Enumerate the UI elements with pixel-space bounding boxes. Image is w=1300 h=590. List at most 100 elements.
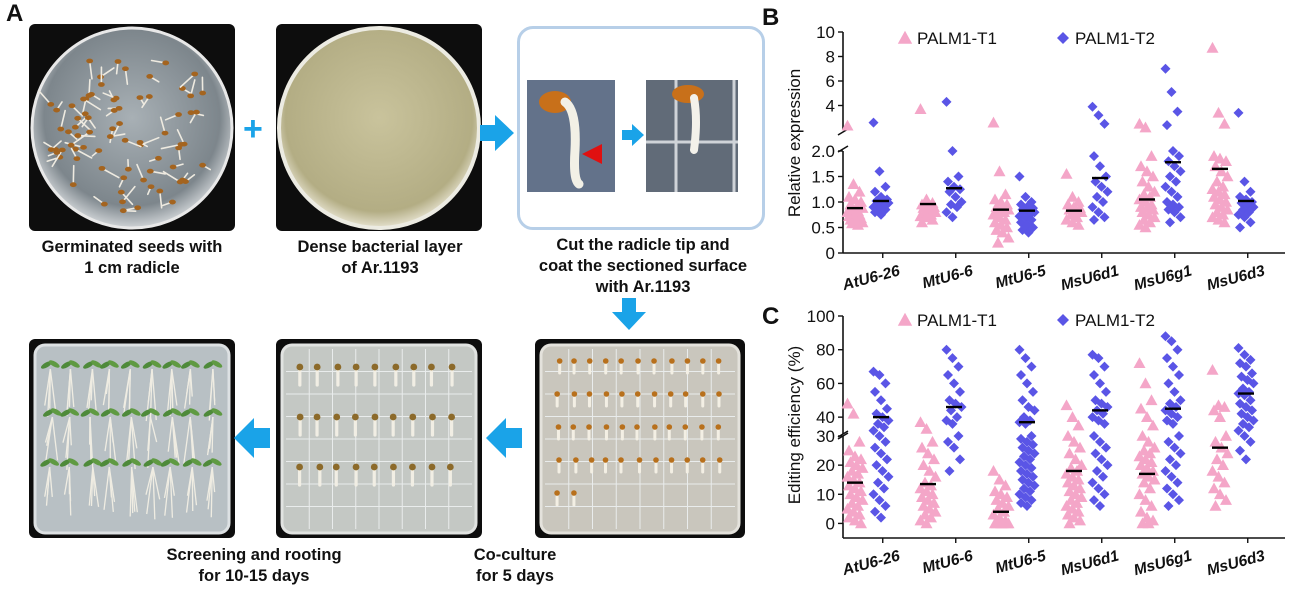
root-mark	[130, 416, 138, 449]
explant-head	[446, 463, 454, 471]
leaf-mark	[100, 361, 111, 369]
seed-mark	[110, 108, 118, 113]
data-point	[879, 422, 889, 433]
data-point	[876, 209, 886, 220]
data-point	[1014, 344, 1025, 355]
data-point	[847, 178, 860, 189]
data-point	[852, 205, 864, 216]
data-point	[1242, 375, 1253, 386]
data-point	[995, 196, 1007, 207]
data-point	[989, 485, 1001, 497]
explant-head	[653, 457, 659, 463]
data-point	[873, 477, 883, 488]
seed-mark	[74, 115, 82, 121]
data-point	[849, 193, 861, 205]
leaf-mark	[189, 360, 200, 368]
data-point	[1142, 517, 1155, 529]
leaf-mark	[150, 360, 162, 368]
data-point	[1171, 176, 1181, 187]
data-point	[1026, 463, 1037, 474]
data-point	[920, 517, 933, 529]
data-point	[1099, 418, 1110, 429]
seed-mark	[116, 121, 123, 126]
data-point	[1029, 480, 1040, 491]
seed-mark	[145, 94, 153, 99]
data-point	[843, 479, 855, 491]
data-point	[1065, 208, 1077, 220]
data-point	[1241, 361, 1251, 372]
red-marker-arrow	[582, 144, 602, 164]
explant-head	[334, 363, 342, 371]
data-point	[1135, 160, 1147, 172]
data-point	[914, 482, 927, 494]
radicle-mark	[51, 149, 64, 168]
seed-mark	[140, 177, 147, 183]
radicle-mark	[179, 73, 196, 88]
data-point	[1060, 499, 1073, 511]
leaf-mark	[91, 360, 102, 368]
seed-mark	[47, 101, 55, 107]
data-point	[926, 435, 939, 447]
root-mark	[186, 368, 192, 395]
data-point	[1147, 203, 1159, 215]
radicle-mark	[189, 79, 196, 97]
leaf-mark	[170, 408, 182, 416]
seed-mark	[134, 205, 142, 211]
data-point	[1069, 453, 1082, 465]
data-point	[949, 442, 959, 453]
data-point	[1089, 431, 1099, 441]
data-point	[1145, 150, 1158, 161]
data-point	[919, 207, 931, 219]
x-tick-label: MtU6-6	[920, 547, 975, 577]
y-tick-label: 10	[816, 485, 835, 504]
data-point	[846, 464, 858, 476]
seed-mark	[53, 107, 61, 113]
y-axis-label: Relative expression	[785, 69, 804, 217]
data-point	[1175, 166, 1186, 177]
seed-mark	[191, 71, 199, 77]
data-point	[955, 184, 965, 195]
data-point	[989, 517, 1001, 529]
data-point	[1022, 378, 1032, 389]
data-point	[1168, 146, 1178, 156]
data-point	[883, 471, 894, 482]
data-point	[871, 408, 882, 419]
data-point	[1215, 441, 1228, 453]
data-point	[926, 488, 939, 500]
explant-head	[448, 413, 455, 421]
data-point	[1239, 176, 1250, 187]
data-point	[987, 116, 1000, 128]
root-mark	[103, 466, 110, 510]
data-point	[922, 494, 934, 505]
explant-head	[313, 413, 321, 421]
data-point	[1209, 160, 1222, 172]
leaf-mark	[122, 459, 133, 467]
seed-mark	[73, 156, 81, 162]
coculture-plate	[280, 343, 478, 535]
radicle-mark	[59, 109, 66, 130]
seed-mark	[71, 146, 79, 152]
data-point	[1169, 207, 1180, 218]
data-point	[870, 186, 880, 197]
x-tick-label: MsU6g1	[1132, 547, 1194, 579]
radicle-mark	[74, 148, 93, 159]
root-mark	[65, 416, 71, 458]
explant-head	[684, 457, 691, 463]
data-point	[992, 236, 1004, 248]
root-mark	[68, 368, 72, 407]
data-point	[1247, 368, 1257, 379]
explant-head	[716, 457, 723, 463]
data-point	[990, 494, 1003, 505]
data-point	[1139, 196, 1152, 207]
data-point	[998, 505, 1010, 517]
data-point	[1072, 473, 1085, 485]
data-point	[1174, 202, 1184, 213]
data-point	[1220, 430, 1232, 441]
data-point	[920, 211, 933, 223]
root-mark	[188, 368, 192, 405]
explant-head	[667, 391, 674, 397]
explant-head	[428, 363, 435, 371]
explant-head	[570, 424, 577, 430]
data-point	[882, 454, 892, 465]
data-point	[1139, 121, 1152, 133]
